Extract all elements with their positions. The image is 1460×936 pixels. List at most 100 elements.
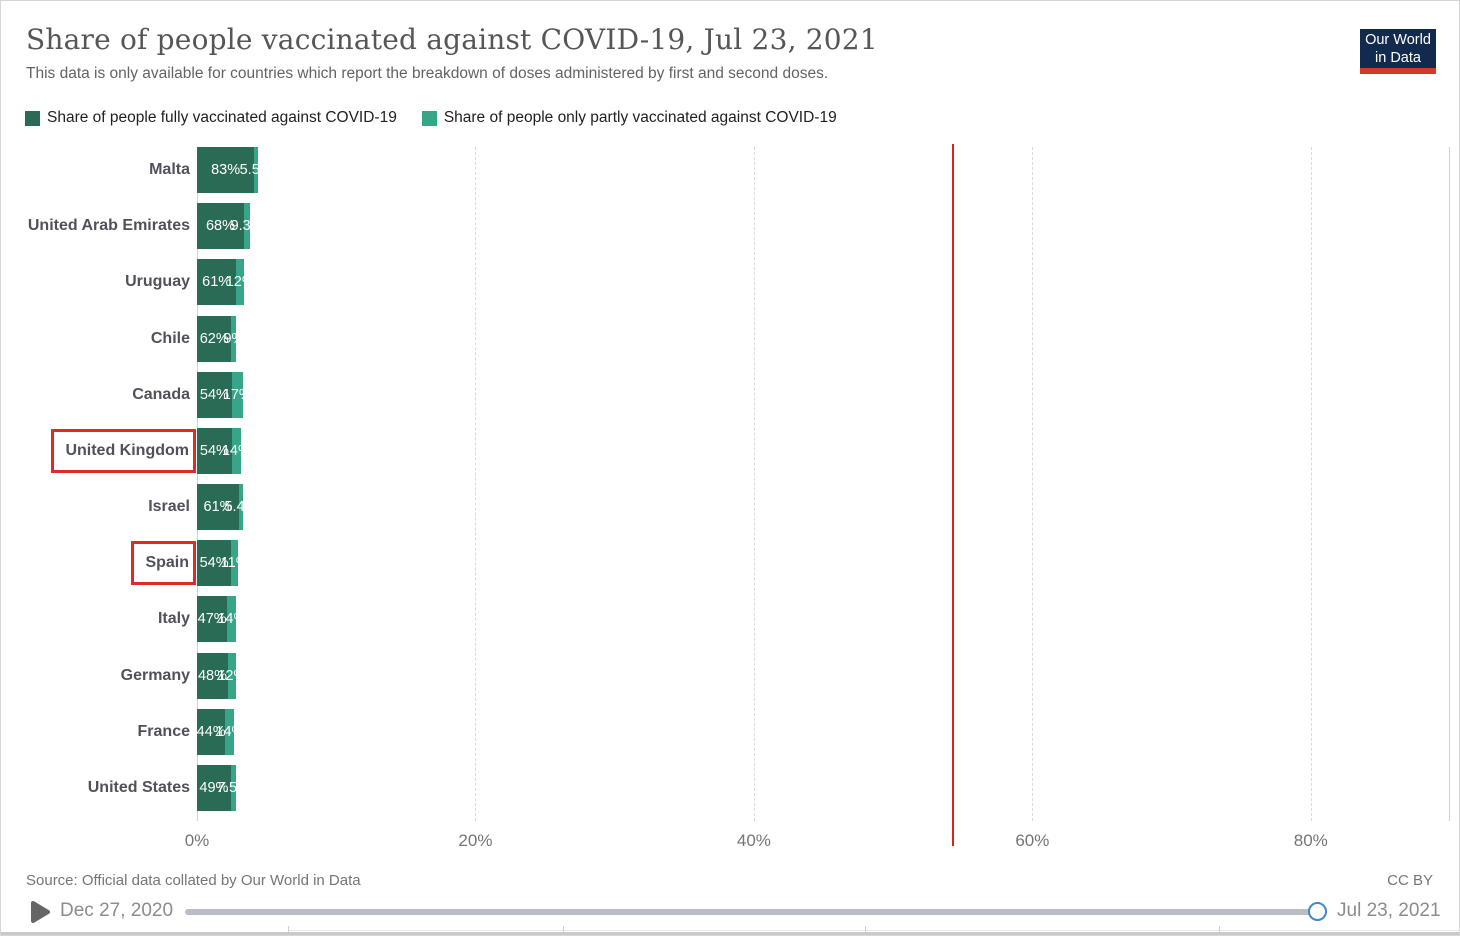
stacked-bar: 48% 12% — [197, 653, 255, 699]
bar-row: United States 49% 7.5% — [88, 765, 1450, 811]
bar-segment-fully[interactable]: 68% — [197, 203, 244, 249]
bar-segment-fully[interactable]: 83% — [197, 147, 255, 193]
bar-value-label: 5.5% — [239, 162, 273, 178]
bar-segment-partly[interactable]: 11% — [221, 540, 249, 586]
red-annotation-line — [951, 144, 954, 846]
bar-value-label: 11% — [220, 555, 249, 571]
legend-label: Share of people fully vaccinated against… — [47, 109, 397, 126]
bar-segment-partly[interactable]: 12% — [226, 259, 255, 305]
x-axis-tick-label: 60% — [1015, 831, 1050, 850]
timeline-track[interactable] — [185, 909, 1317, 915]
gridline — [753, 147, 755, 821]
plot-right-border — [1449, 147, 1450, 821]
bar-segment-partly[interactable]: 9% — [223, 316, 244, 362]
stacked-bar: 54% 11% — [197, 540, 254, 586]
bar-value-label: 9% — [223, 331, 245, 347]
bar-segment-fully[interactable]: 61% — [197, 484, 240, 530]
timeline-handle[interactable] — [1308, 902, 1327, 921]
bar-row: Uruguay 61% 12% — [125, 259, 1450, 305]
bar-value-label: 54% — [199, 387, 229, 403]
partial-table-top-border — [288, 930, 1459, 931]
gridline — [1032, 147, 1034, 821]
category-label-annotated[interactable]: Spain — [131, 541, 196, 585]
category-label[interactable]: France — [137, 723, 190, 740]
category-label[interactable]: Israel — [148, 498, 190, 515]
bar-segment-partly[interactable]: 5.4% — [224, 484, 257, 530]
partial-table-strip — [1, 932, 1459, 935]
bar-value-label: 49% — [199, 780, 229, 796]
stacked-bar: 62% 9% — [197, 316, 247, 362]
bar-value-label: 7.5% — [216, 780, 250, 796]
bar-segment-partly[interactable]: 7.5% — [217, 765, 250, 811]
bar-value-label: 48% — [197, 668, 227, 684]
bar-segment-fully[interactable]: 54% — [197, 428, 232, 474]
category-label[interactable]: Uruguay — [125, 273, 190, 290]
owid-logo[interactable]: Our World in Data — [1360, 29, 1436, 74]
stacked-bar: 61% 12% — [197, 259, 255, 305]
bar-value-label: 14% — [221, 443, 251, 459]
bar-value-label: 14% — [215, 724, 245, 740]
bar-row: France 44% 14% — [138, 709, 1450, 755]
bar-value-label: 61% — [203, 499, 233, 515]
logo-red-bar — [1360, 68, 1436, 74]
category-label[interactable]: Italy — [157, 610, 190, 627]
bar-value-label: 61% — [202, 274, 232, 290]
stacked-bar: 68% 9.3% — [197, 203, 264, 249]
bar-value-label: 14% — [217, 611, 247, 627]
category-label[interactable]: United States — [87, 779, 190, 796]
bar-segment-partly[interactable]: 14% — [217, 596, 246, 642]
x-axis-tick-label: 20% — [458, 831, 493, 850]
bar-row: United Arab Emirates 68% 9.3% — [28, 203, 1450, 249]
category-label[interactable]: Canada — [132, 386, 190, 403]
bar-row: Italy 47% 14% — [158, 596, 1450, 642]
category-label[interactable]: Malta — [149, 161, 190, 178]
bar-segment-fully[interactable]: 54% — [197, 372, 232, 418]
bar-value-label: 54% — [199, 443, 229, 459]
bar-segment-partly[interactable]: 17% — [223, 372, 252, 418]
bar-segment-fully[interactable]: 61% — [197, 259, 237, 305]
bar-segment-fully[interactable]: 62% — [197, 316, 232, 362]
gridline — [1310, 147, 1312, 821]
bar-row: United Kingdom 54% 14% — [51, 428, 1450, 474]
bar-segment-partly[interactable]: 14% — [215, 709, 244, 755]
stacked-bar: 47% 14% — [197, 596, 255, 642]
legend-item: Share of people fully vaccinated against… — [25, 109, 397, 127]
bar-segment-fully[interactable]: 49% — [197, 765, 231, 811]
bar-value-label: 44% — [196, 724, 226, 740]
bar-segment-fully[interactable]: 44% — [196, 709, 226, 755]
bar-value-label: 12% — [217, 668, 247, 684]
bar-value-label: 54% — [199, 555, 229, 571]
page-title: Share of people vaccinated against COVID… — [26, 23, 878, 56]
bar-row: Chile 62% 9% — [151, 316, 1450, 362]
timeline-start-date[interactable]: Dec 27, 2020 — [60, 900, 174, 921]
category-label-annotated[interactable]: United Kingdom — [51, 429, 196, 473]
x-axis-tick-label: 80% — [1293, 831, 1328, 850]
bar-segment-partly[interactable]: 9.3% — [231, 203, 264, 249]
bar-segment-partly[interactable]: 14% — [222, 428, 251, 474]
bar-segment-fully[interactable]: 54% — [197, 540, 232, 586]
chart-legend: Share of people fully vaccinated against… — [25, 109, 837, 127]
category-label[interactable]: Germany — [120, 667, 190, 684]
bar-value-label: 47% — [197, 611, 227, 627]
bar-segment-fully[interactable]: 48% — [197, 653, 228, 699]
stacked-bar: 49% 7.5% — [197, 765, 259, 811]
partial-table-divider — [1219, 926, 1220, 932]
stacked-bar: 44% 14% — [197, 709, 255, 755]
bar-segment-partly[interactable]: 5.5% — [240, 147, 273, 193]
license-link[interactable]: CC BY — [1387, 872, 1433, 889]
bar-row: Germany 48% 12% — [121, 653, 1450, 699]
play-icon[interactable] — [29, 900, 51, 924]
legend-swatch — [25, 110, 40, 126]
legend-item: Share of people only partly vaccinated a… — [421, 109, 837, 127]
category-label[interactable]: United Arab Emirates — [27, 217, 190, 234]
stacked-bar: 61% 5.4% — [197, 484, 259, 530]
timeline-end-date[interactable]: Jul 23, 2021 — [1337, 900, 1441, 921]
partial-table-divider — [563, 926, 564, 932]
bar-value-label: 68% — [205, 218, 235, 234]
bar-value-label: 17% — [222, 387, 252, 403]
bar-segment-fully[interactable]: 47% — [197, 596, 228, 642]
category-label[interactable]: Chile — [150, 330, 190, 347]
stacked-bar: 54% 14% — [197, 428, 255, 474]
bar-segment-partly[interactable]: 12% — [217, 653, 246, 699]
bar-row: Israel 61% 5.4% — [148, 484, 1450, 530]
